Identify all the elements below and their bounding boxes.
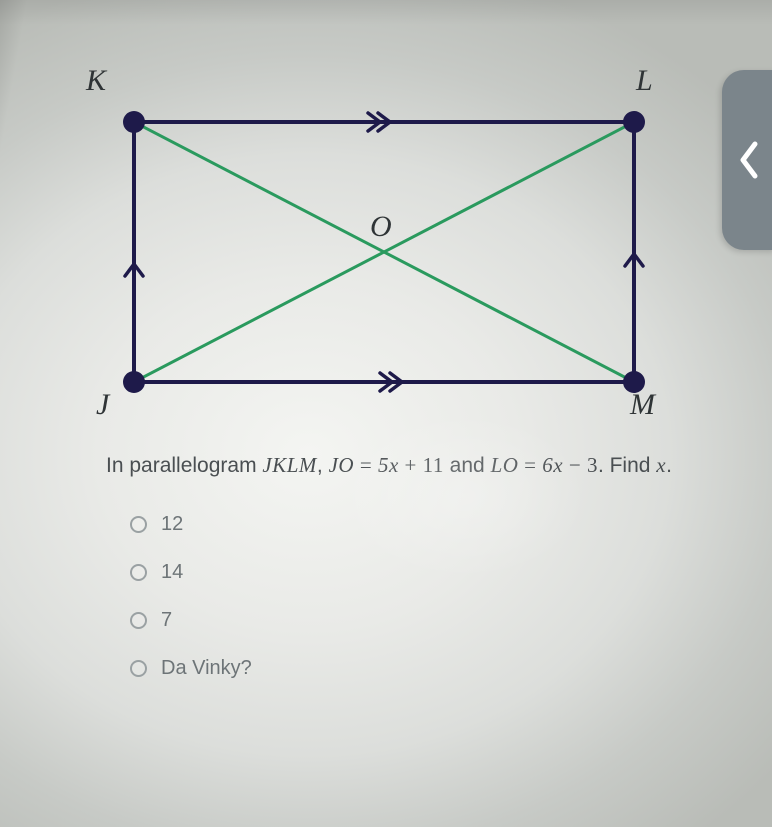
option-0[interactable]: 12 [130,500,530,548]
parallelogram-svg [90,70,650,430]
question-ja-join: + [399,453,423,477]
question-var: x [656,453,666,477]
screen: K L J M O In parallelogram JKLM, JO = 5x… [0,0,772,827]
question-eq2: = [518,453,542,477]
question-lo-name: LO [491,453,519,477]
side-tab-button[interactable] [722,70,772,250]
question-prefix: In parallelogram [106,454,262,477]
question-lo-lhs: 6x [542,453,563,477]
question-find: . Find [598,454,656,477]
question-ja-name: JO [329,453,355,477]
radio-icon [130,516,147,533]
option-1[interactable]: 14 [130,548,530,596]
question-period: . [666,454,672,477]
vertex-label-j: J [96,388,109,422]
option-label: Da Vinky? [161,657,252,680]
option-2[interactable]: 7 [130,596,530,644]
option-label: 7 [161,609,172,632]
question-ja-lhs: 5x [378,453,399,477]
center-label-o: O [370,210,392,244]
vertex-label-m: M [630,388,655,422]
vertex-label-l: L [636,64,653,98]
question-comma: , [317,454,329,477]
question-text: In parallelogram JKLM, JO = 5x + 11 and … [106,452,746,479]
answer-options: 12 14 7 Da Vinky? [130,500,530,692]
question-eq1: = [354,453,378,477]
option-label: 12 [161,513,183,536]
radio-icon [130,564,147,581]
question-lo-rhs: 3 [587,453,598,477]
vertex-label-k: K [86,64,106,98]
parallelogram-diagram: K L J M O [90,70,650,430]
question-shapename: JKLM [262,453,317,477]
radio-icon [130,660,147,677]
radio-icon [130,612,147,629]
option-3[interactable]: Da Vinky? [130,644,530,692]
option-label: 14 [161,561,183,584]
question-ja-rhs: 11 [423,453,444,477]
chevron-left-icon [736,138,762,182]
question-lo-join: − [563,453,587,477]
question-and: and [444,454,491,477]
